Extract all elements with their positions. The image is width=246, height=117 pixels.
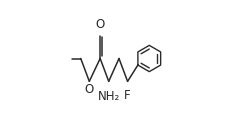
Text: NH₂: NH₂ [98,90,120,103]
Text: F: F [124,89,131,102]
Text: O: O [85,83,94,96]
Text: O: O [95,18,105,31]
